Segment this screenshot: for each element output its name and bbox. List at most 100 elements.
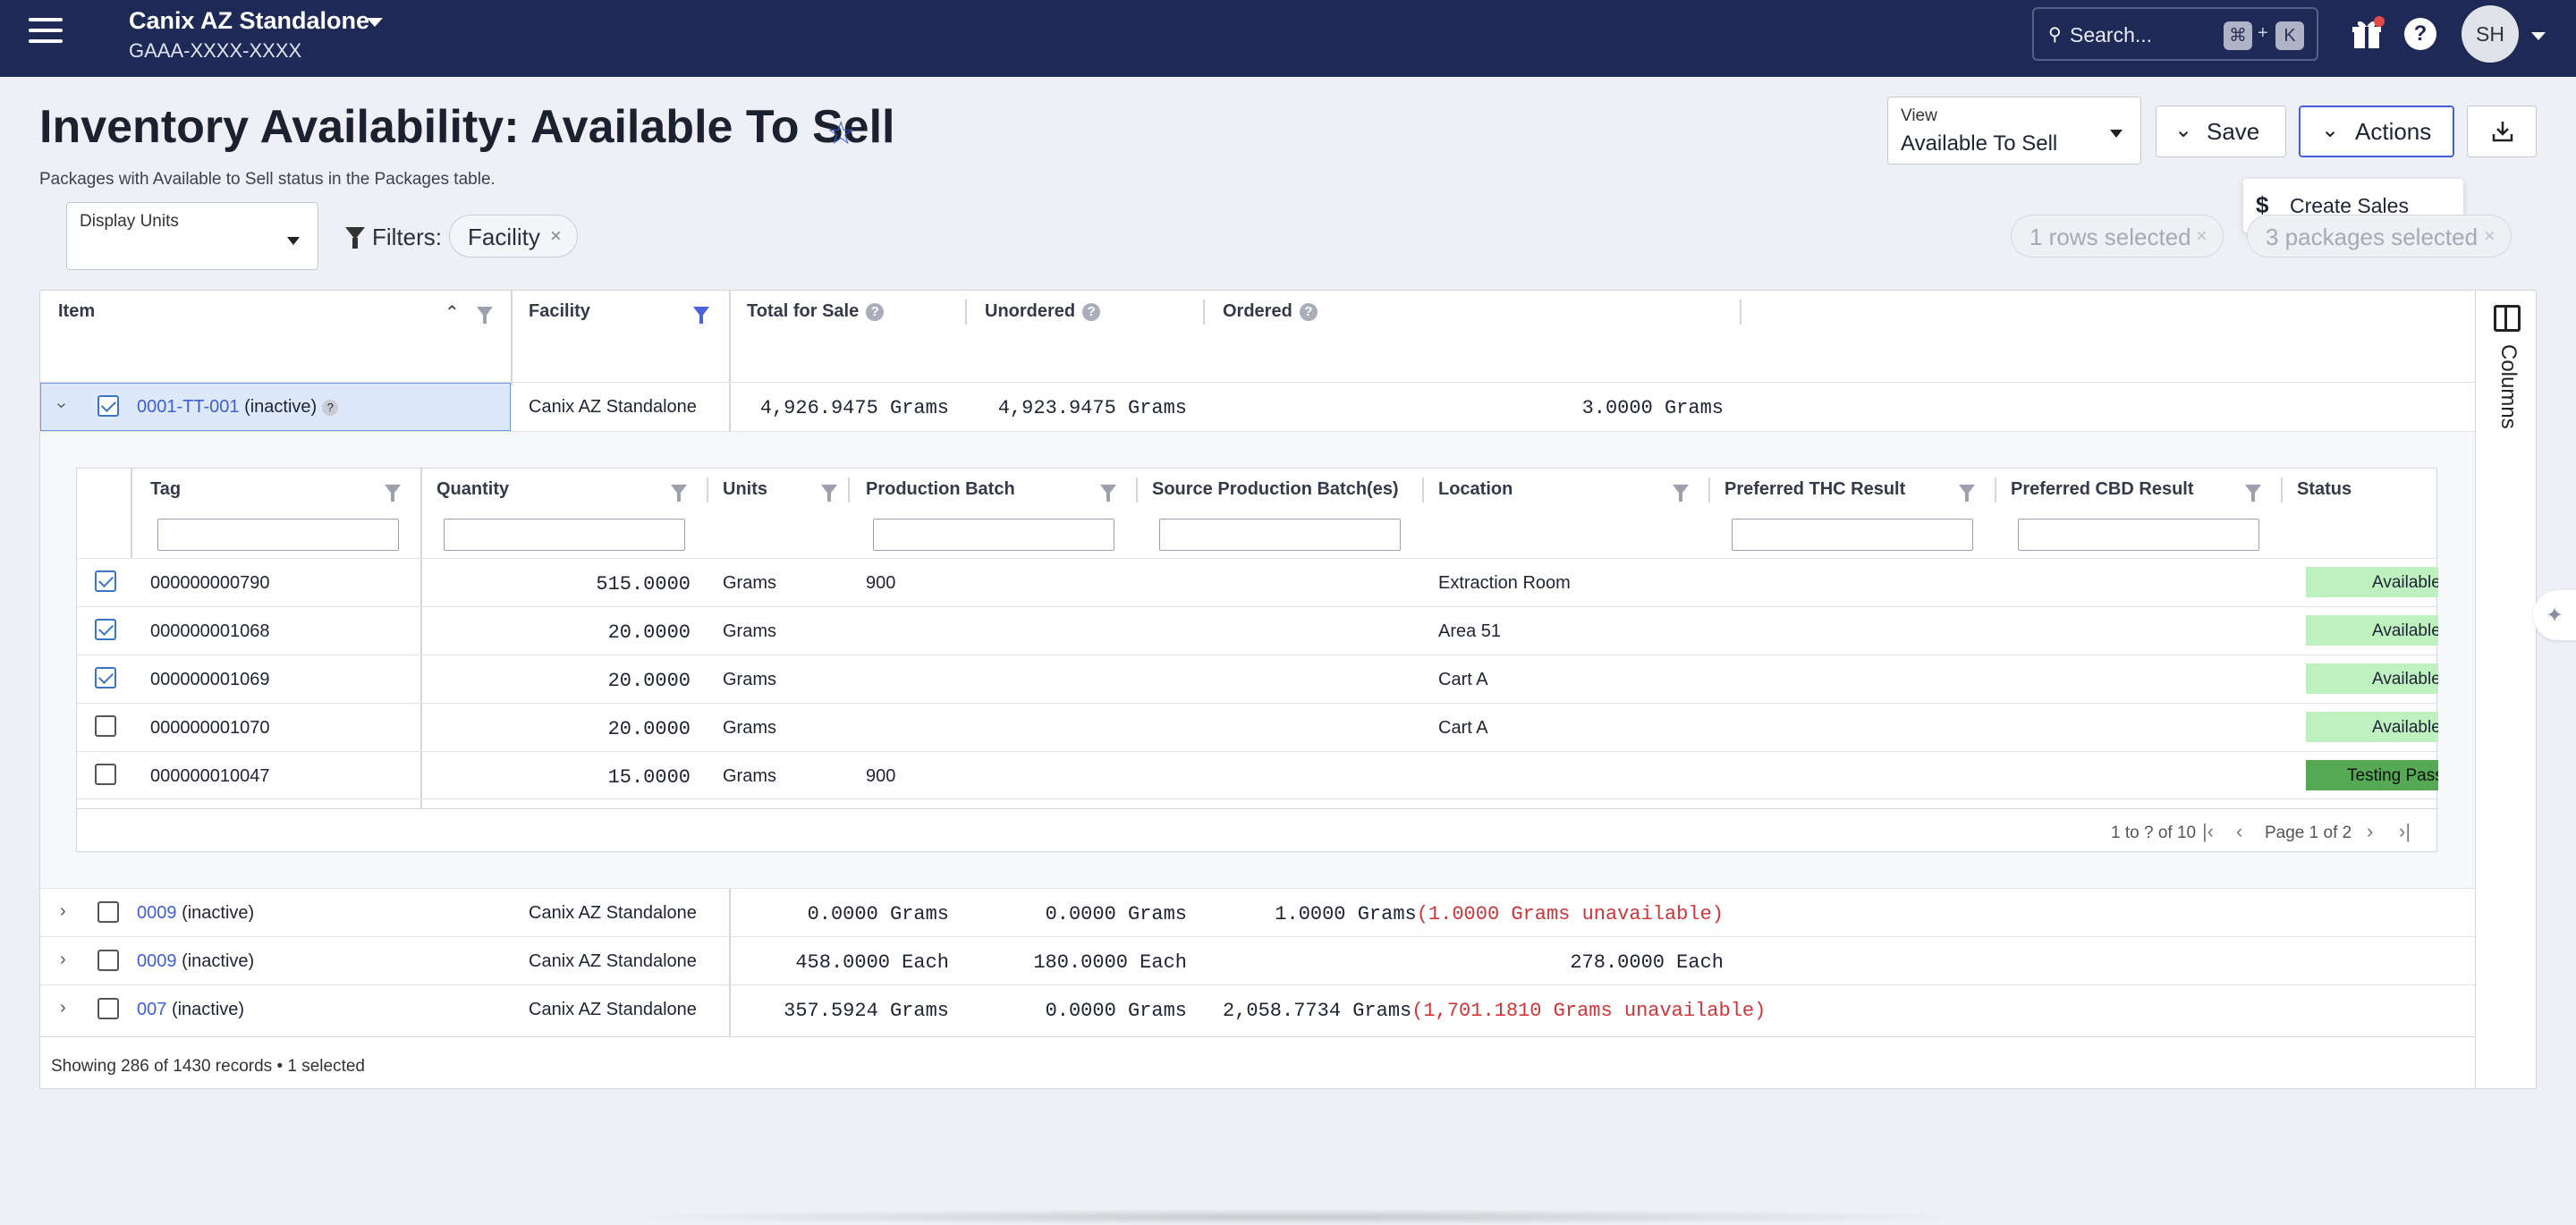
rows-selected-chip[interactable]: 1 rows selected × <box>2011 215 2224 258</box>
filter-chip-facility[interactable]: Facility × <box>449 215 578 258</box>
chevron-right-icon[interactable]: › <box>60 950 66 969</box>
item-link[interactable]: 0009 <box>137 951 177 971</box>
item-status: (inactive) <box>244 397 318 417</box>
table-row[interactable]: › 0009 (inactive) Canix AZ Standalone 0.… <box>40 888 2475 936</box>
detail-col-source-batch[interactable]: Source Production Batch(es) <box>1152 479 1399 499</box>
row-checkbox[interactable] <box>97 998 119 1019</box>
search-input[interactable]: ⚲ Search... ⌘ + K <box>2032 7 2318 61</box>
prev-page-icon[interactable]: ‹ <box>2236 820 2243 842</box>
table-row-expanded[interactable]: › 0001-TT-001 (inactive)? Canix AZ Stand… <box>40 382 2475 432</box>
filter-icon[interactable] <box>1100 485 1116 502</box>
help-icon[interactable]: ? <box>1082 302 1101 321</box>
table-row[interactable]: › 0009 (inactive) Canix AZ Standalone 45… <box>40 936 2475 984</box>
detail-col-location[interactable]: Location <box>1438 479 1513 499</box>
table-row[interactable]: 000000000790 515.0000 Grams 900 Extracti… <box>77 558 2438 606</box>
quantity-filter-input[interactable] <box>444 519 685 551</box>
table-row[interactable]: › 007 (inactive) Canix AZ Standalone 357… <box>40 984 2475 1036</box>
gift-icon[interactable] <box>2349 16 2385 52</box>
detail-col-status[interactable]: Status <box>2297 479 2352 499</box>
display-units-select[interactable]: Display Units <box>66 202 318 270</box>
filter-icon[interactable] <box>2245 485 2261 502</box>
source-batch-filter-input[interactable] <box>1159 519 1401 551</box>
help-icon[interactable]: ? <box>866 302 885 321</box>
avatar[interactable]: SH <box>2462 5 2519 63</box>
item-link[interactable]: 0009 <box>137 903 177 923</box>
ordered-cell: 1.0000 Grams(1.0000 Grams unavailable) <box>1223 903 1724 925</box>
table-row[interactable]: 000000001070 20.0000 Grams Cart A Availa… <box>77 703 2438 751</box>
thc-filter-input[interactable] <box>1732 519 1973 551</box>
row-checkbox[interactable] <box>95 715 116 737</box>
detail-col-quantity[interactable]: Quantity <box>436 479 510 499</box>
detail-col-thc[interactable]: Preferred THC Result <box>1724 479 1906 499</box>
table-row[interactable]: 000000010047 15.0000 Grams 900 Testing P… <box>77 751 2438 799</box>
packages-selected-chip[interactable]: 3 packages selected × <box>2247 215 2512 258</box>
filter-icon[interactable] <box>477 307 493 324</box>
row-checkbox[interactable] <box>95 570 116 592</box>
detail-col-cbd[interactable]: Preferred CBD Result <box>2011 479 2194 499</box>
col-header-facility[interactable]: Facility <box>529 301 590 321</box>
table-row[interactable]: 000000001069 20.0000 Grams Cart A Availa… <box>77 655 2438 703</box>
filter-active-icon[interactable] <box>693 307 709 324</box>
facility-cell: Canix AZ Standalone <box>529 397 697 417</box>
filter-icon[interactable] <box>1959 485 1975 502</box>
total-cell: 357.5924 Grams <box>784 1000 949 1022</box>
row-checkbox[interactable] <box>95 764 116 785</box>
org-id: GAAA-XXXX-XXXX <box>129 39 302 62</box>
status-badge: Available To Sell <box>2306 663 2438 694</box>
columns-panel-toggle[interactable]: Columns <box>2475 291 2538 1088</box>
close-icon[interactable]: × <box>550 224 562 247</box>
production-batch-filter-input[interactable] <box>873 519 1114 551</box>
sparkle-icon[interactable]: ✦ <box>2533 590 2576 640</box>
location-cell: Cart A <box>1438 718 1488 738</box>
chevron-right-icon[interactable]: › <box>60 901 66 921</box>
avatar-caret-icon[interactable] <box>2531 32 2546 40</box>
col-header-item[interactable]: Item <box>58 301 96 321</box>
detail-col-production-batch[interactable]: Production Batch <box>866 479 1015 499</box>
export-button[interactable] <box>2467 106 2537 157</box>
table-row[interactable]: 000000001068 20.0000 Grams Area 51 Avail… <box>77 606 2438 655</box>
caret-down-icon <box>2110 130 2123 138</box>
columns-icon <box>2494 305 2521 332</box>
tag-cell: 000000000790 <box>150 573 270 593</box>
detail-col-units[interactable]: Units <box>723 479 767 499</box>
filter-icon[interactable] <box>671 485 687 502</box>
filter-icon[interactable] <box>1673 485 1689 502</box>
facility-cell: Canix AZ Standalone <box>529 1000 697 1019</box>
help-icon[interactable]: ? <box>1299 302 1318 321</box>
row-checkbox[interactable] <box>97 950 119 971</box>
filter-icon[interactable] <box>821 485 837 502</box>
sort-up-icon[interactable]: ⌃ <box>445 303 460 323</box>
batch-cell: 900 <box>866 573 896 593</box>
chevron-down-icon[interactable]: › <box>51 402 72 409</box>
cbd-filter-input[interactable] <box>2018 519 2259 551</box>
filter-icon[interactable] <box>385 485 401 502</box>
view-select[interactable]: View Available To Sell <box>1887 97 2141 165</box>
first-page-icon[interactable]: |‹ <box>2202 820 2215 842</box>
col-header-ordered[interactable]: Ordered? <box>1223 301 1318 322</box>
actions-button[interactable]: ⌄ Actions <box>2299 106 2454 157</box>
tag-filter-input[interactable] <box>157 519 399 551</box>
row-checkbox[interactable] <box>95 667 116 689</box>
row-checkbox[interactable] <box>97 901 119 923</box>
favorite-star-icon[interactable]: ☆ <box>826 114 856 151</box>
col-header-total-for-sale[interactable]: Total for Sale? <box>747 301 885 322</box>
col-header-unordered[interactable]: Unordered? <box>985 301 1101 322</box>
help-icon[interactable]: ? <box>2404 18 2436 50</box>
location-cell: Extraction Room <box>1438 573 1571 593</box>
item-link[interactable]: 007 <box>137 1000 167 1019</box>
detail-col-tag[interactable]: Tag <box>150 479 182 499</box>
close-icon[interactable]: × <box>2196 224 2207 247</box>
last-page-icon[interactable]: ›| <box>2399 820 2411 842</box>
item-link[interactable]: 0001-TT-001 <box>137 397 240 417</box>
next-page-icon[interactable]: › <box>2367 820 2374 842</box>
row-checkbox[interactable] <box>97 395 119 417</box>
close-icon[interactable]: × <box>2484 224 2496 247</box>
org-caret-icon[interactable] <box>367 18 383 27</box>
row-checkbox[interactable] <box>95 619 116 640</box>
menu-icon[interactable] <box>29 18 63 45</box>
save-button[interactable]: ⌄ Save <box>2156 106 2286 157</box>
org-name[interactable]: Canix AZ Standalone <box>129 7 370 34</box>
columns-label: Columns <box>2496 344 2521 429</box>
chevron-right-icon[interactable]: › <box>60 998 66 1018</box>
help-icon[interactable]: ? <box>322 399 339 416</box>
